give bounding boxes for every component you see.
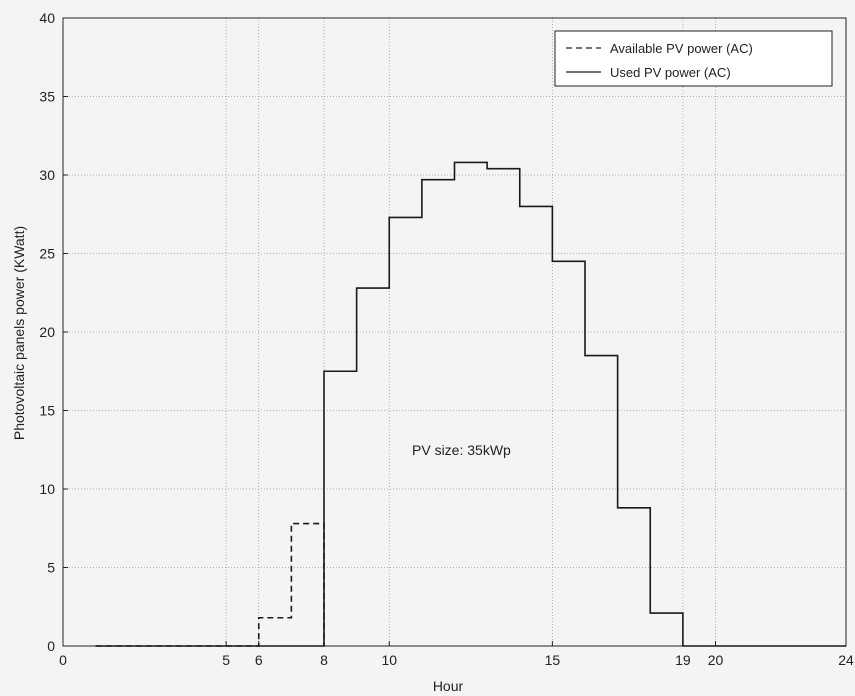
x-tick-label: 5: [222, 652, 230, 668]
x-axis-label: Hour: [433, 678, 464, 694]
y-tick-label: 20: [39, 324, 55, 340]
axis-ticks: 0 5 6 8 10 15 19 20 24 0 5 10 15 20 25 30 35 40: [39, 10, 854, 668]
x-tick-label: 10: [381, 652, 397, 668]
y-tick-label: 25: [39, 246, 55, 262]
y-tick-label: 15: [39, 403, 55, 419]
series-available-pv-power: [95, 522, 325, 647]
x-tick-label: 8: [320, 652, 328, 668]
legend-label-used: Used PV power (AC): [610, 65, 731, 80]
legend: Available PV power (AC) Used PV power (A…: [554, 30, 833, 87]
series-used-pv-power: [95, 161, 846, 647]
y-axis-label: Photovoltaic panels power (KWatt): [11, 226, 27, 440]
x-tick-label: 15: [545, 652, 561, 668]
pv-size-annotation: PV size: 35kWp: [412, 442, 511, 458]
series-group: [95, 161, 846, 647]
y-tick-label: 35: [39, 89, 55, 105]
x-tick-label: 6: [255, 652, 263, 668]
x-tick-label: 20: [708, 652, 724, 668]
x-tick-label: 0: [59, 652, 67, 668]
y-tick-label: 5: [47, 560, 55, 576]
legend-box: [554, 30, 833, 87]
grid: [63, 18, 846, 646]
y-tick-label: 40: [39, 10, 55, 26]
x-tick-label: 19: [675, 652, 691, 668]
y-tick-label: 0: [47, 638, 55, 654]
x-tick-label: 24: [838, 652, 854, 668]
legend-label-available: Available PV power (AC): [610, 41, 753, 56]
y-tick-label: 10: [39, 481, 55, 497]
y-tick-label: 30: [39, 167, 55, 183]
